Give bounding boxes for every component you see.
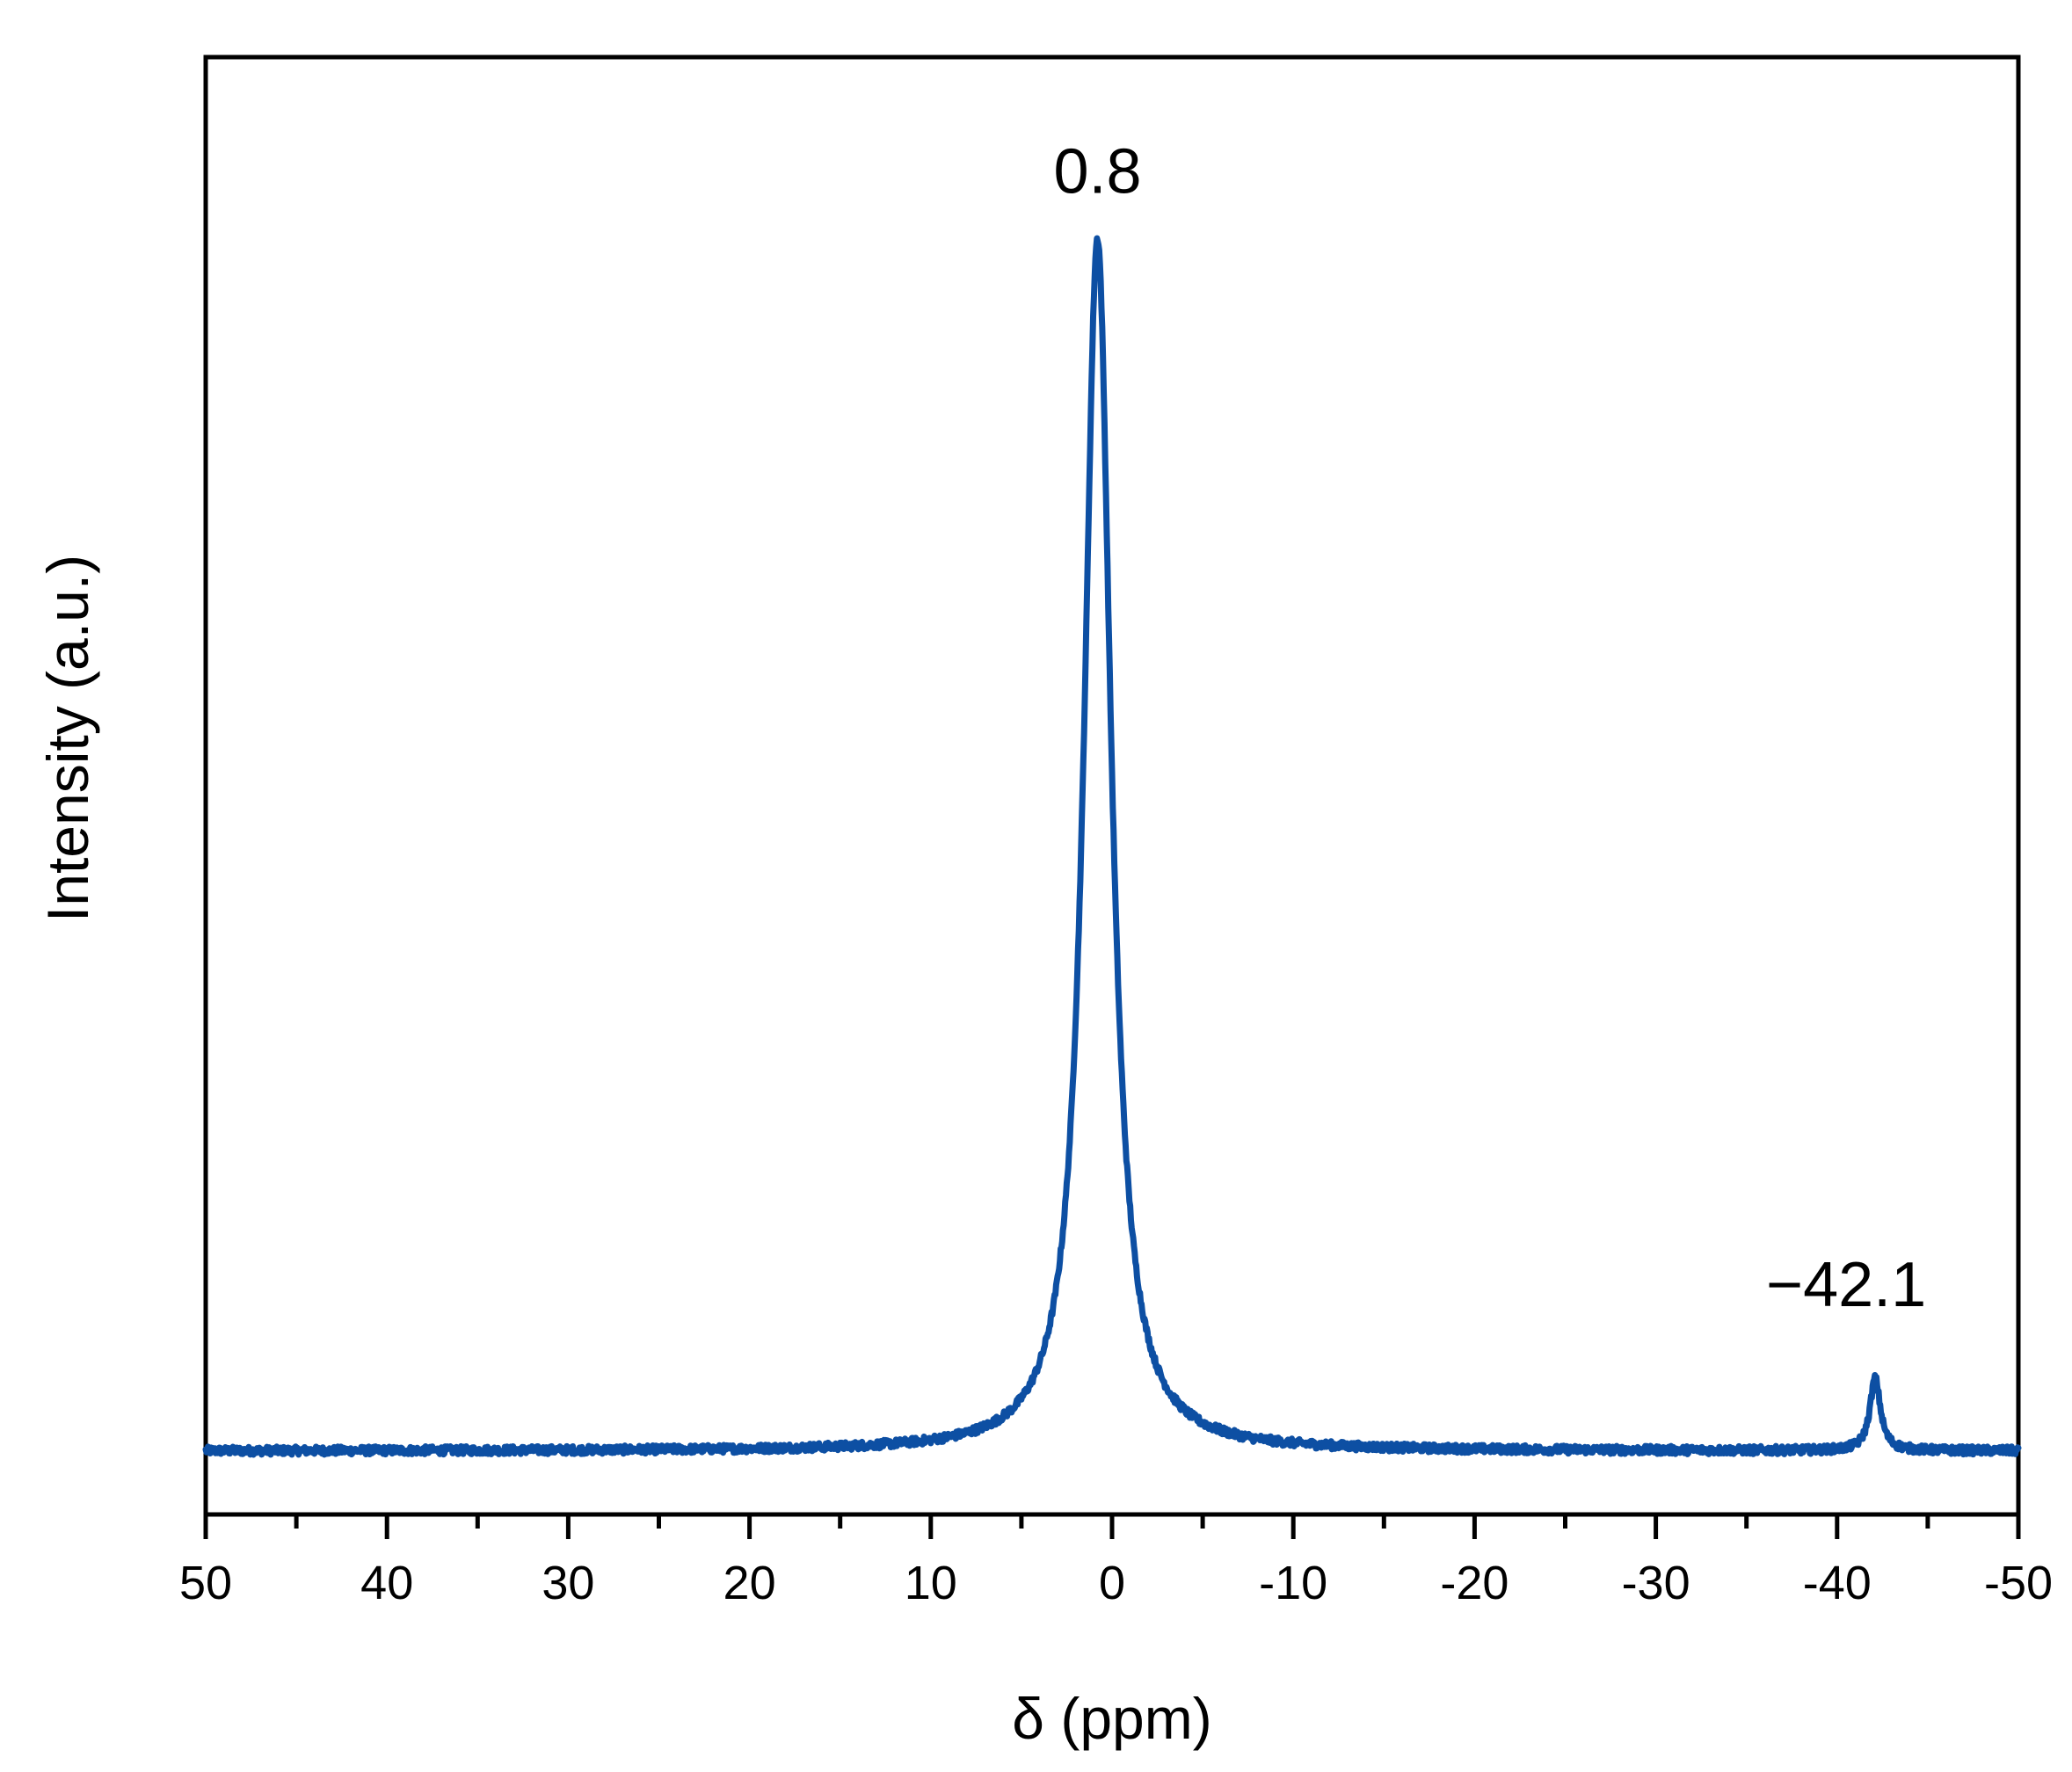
peak-annotation: 0.8 <box>1053 136 1141 207</box>
x-tick-label: 20 <box>723 1557 776 1609</box>
x-tick-label: -50 <box>1984 1557 2053 1609</box>
x-tick-label: -30 <box>1622 1557 1690 1609</box>
x-tick-label: 30 <box>542 1557 594 1609</box>
peak-annotations: 0.8 −42.1 <box>1053 136 1926 1320</box>
x-tick-label: -10 <box>1259 1557 1327 1609</box>
spectrum-line <box>202 235 2022 1458</box>
x-tick-label: -40 <box>1803 1557 1872 1609</box>
x-tick-label: 40 <box>360 1557 413 1609</box>
y-axis-title: Intensity (a.u.) <box>35 555 100 922</box>
peak-annotation: −42.1 <box>1766 1250 1926 1320</box>
x-tick-label: 50 <box>179 1557 232 1609</box>
x-tick-label: 0 <box>1099 1557 1125 1609</box>
x-axis-title: δ (ppm) <box>1012 1686 1211 1751</box>
x-axis: 50 40 30 20 10 0 -10 -20 -30 -40 -50 <box>179 1514 2053 1609</box>
x-tick-label: 10 <box>905 1557 957 1609</box>
x-tick-label: -20 <box>1440 1557 1509 1609</box>
